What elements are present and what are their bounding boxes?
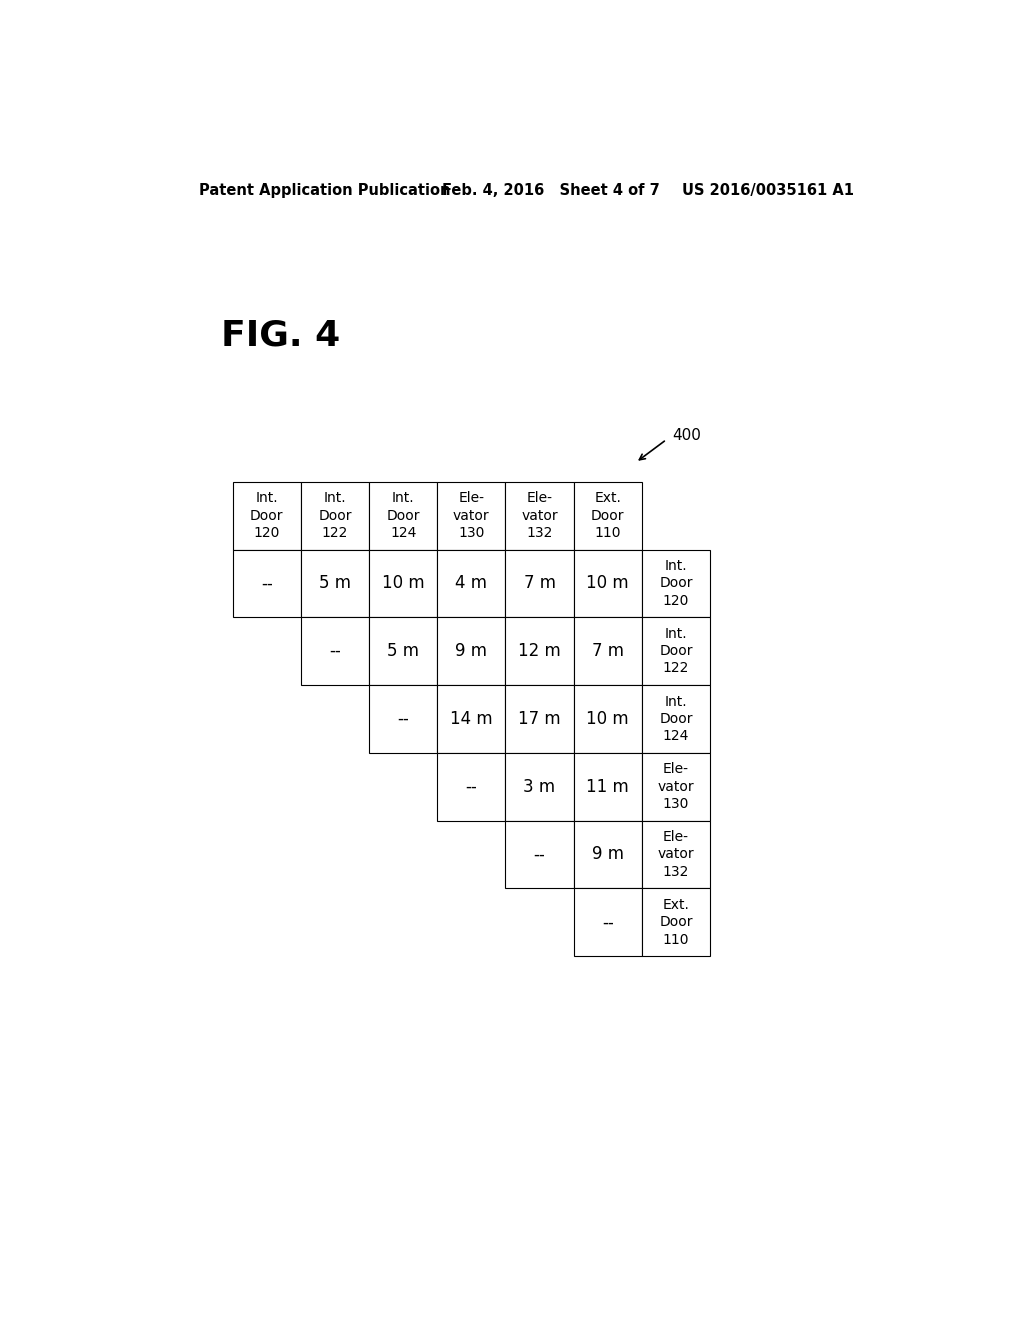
- Bar: [642, 685, 710, 752]
- Bar: [232, 482, 301, 549]
- Bar: [301, 482, 369, 549]
- Text: 4 m: 4 m: [456, 574, 487, 593]
- Bar: [301, 618, 369, 685]
- Text: Patent Application Publication: Patent Application Publication: [200, 183, 451, 198]
- Bar: [369, 549, 437, 618]
- Bar: [573, 821, 642, 888]
- Text: Feb. 4, 2016   Sheet 4 of 7: Feb. 4, 2016 Sheet 4 of 7: [442, 183, 659, 198]
- Text: Ele-
vator
130: Ele- vator 130: [657, 763, 694, 810]
- Text: US 2016/0035161 A1: US 2016/0035161 A1: [682, 183, 854, 198]
- Bar: [301, 549, 369, 618]
- Text: --: --: [329, 643, 341, 660]
- Bar: [506, 549, 573, 618]
- Bar: [437, 618, 506, 685]
- Bar: [642, 549, 710, 618]
- Text: 10 m: 10 m: [587, 574, 629, 593]
- Bar: [573, 752, 642, 821]
- Text: 5 m: 5 m: [387, 643, 419, 660]
- Text: Int.
Door
124: Int. Door 124: [386, 491, 420, 540]
- Bar: [506, 618, 573, 685]
- Bar: [573, 482, 642, 549]
- Bar: [369, 618, 437, 685]
- Text: 3 m: 3 m: [523, 777, 556, 796]
- Text: 7 m: 7 m: [523, 574, 556, 593]
- Bar: [369, 685, 437, 752]
- Text: Int.
Door
122: Int. Door 122: [318, 491, 351, 540]
- Text: 10 m: 10 m: [587, 710, 629, 727]
- Bar: [573, 888, 642, 956]
- Bar: [437, 482, 506, 549]
- Bar: [232, 549, 301, 618]
- Bar: [642, 888, 710, 956]
- Text: FIG. 4: FIG. 4: [221, 318, 340, 352]
- Text: --: --: [397, 710, 409, 727]
- Text: Ele-
vator
130: Ele- vator 130: [453, 491, 489, 540]
- Bar: [642, 752, 710, 821]
- Text: 10 m: 10 m: [382, 574, 424, 593]
- Text: --: --: [466, 777, 477, 796]
- Text: 400: 400: [672, 428, 700, 444]
- Text: Ele-
vator
132: Ele- vator 132: [657, 830, 694, 879]
- Bar: [506, 685, 573, 752]
- Text: 17 m: 17 m: [518, 710, 561, 727]
- Bar: [369, 482, 437, 549]
- Bar: [642, 618, 710, 685]
- Bar: [437, 752, 506, 821]
- Text: 12 m: 12 m: [518, 643, 561, 660]
- Text: Ext.
Door
110: Ext. Door 110: [591, 491, 625, 540]
- Text: 11 m: 11 m: [587, 777, 629, 796]
- Bar: [573, 685, 642, 752]
- Bar: [573, 618, 642, 685]
- Text: 7 m: 7 m: [592, 643, 624, 660]
- Text: --: --: [534, 846, 546, 863]
- Text: 9 m: 9 m: [592, 846, 624, 863]
- Text: Ele-
vator
132: Ele- vator 132: [521, 491, 558, 540]
- Bar: [642, 821, 710, 888]
- Text: --: --: [261, 574, 272, 593]
- Text: Int.
Door
120: Int. Door 120: [659, 560, 692, 607]
- Text: Int.
Door
122: Int. Door 122: [659, 627, 692, 676]
- Text: Int.
Door
120: Int. Door 120: [250, 491, 284, 540]
- Text: Int.
Door
124: Int. Door 124: [659, 694, 692, 743]
- Bar: [506, 752, 573, 821]
- Text: Ext.
Door
110: Ext. Door 110: [659, 898, 692, 946]
- Bar: [506, 821, 573, 888]
- Text: 5 m: 5 m: [318, 574, 351, 593]
- Bar: [573, 549, 642, 618]
- Bar: [506, 482, 573, 549]
- Bar: [437, 685, 506, 752]
- Text: 9 m: 9 m: [456, 643, 487, 660]
- Text: --: --: [602, 913, 613, 931]
- Bar: [437, 549, 506, 618]
- Text: 14 m: 14 m: [450, 710, 493, 727]
